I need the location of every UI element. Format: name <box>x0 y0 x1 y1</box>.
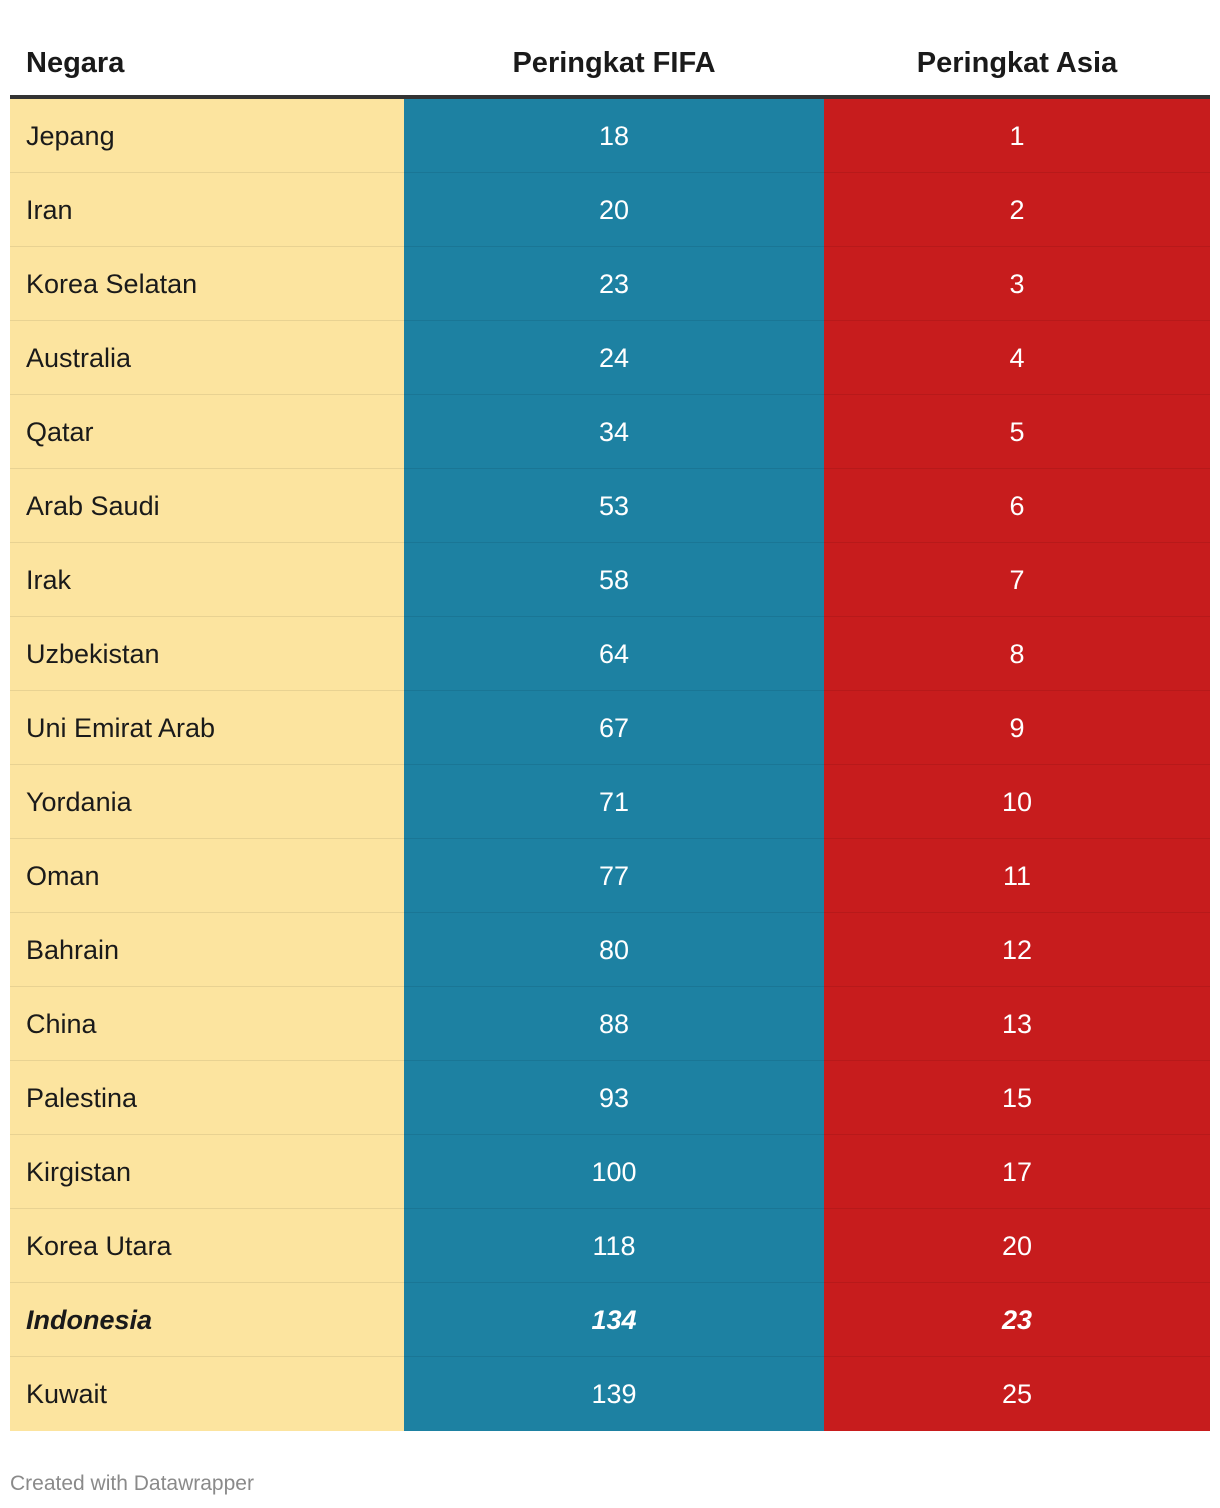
cell-fifa-rank: 18 <box>404 99 824 173</box>
cell-asia-rank: 6 <box>824 469 1210 543</box>
cell-asia-rank: 4 <box>824 321 1210 395</box>
header-peringkat-asia: Peringkat Asia <box>916 47 1118 79</box>
cell-asia-rank: 20 <box>824 1209 1210 1283</box>
cell-fifa-rank: 134 <box>404 1283 824 1357</box>
cell-fifa-rank: 20 <box>404 173 824 247</box>
cell-asia-rank: 2 <box>824 173 1210 247</box>
cell-country: Arab Saudi <box>10 469 404 543</box>
table-row: Korea Selatan 23 3 <box>10 247 1210 321</box>
cell-country: China <box>10 987 404 1061</box>
cell-country: Iran <box>10 173 404 247</box>
table-row: Iran 20 2 <box>10 173 1210 247</box>
cell-asia-rank: 17 <box>824 1135 1210 1209</box>
table-row: Irak 58 7 <box>10 543 1210 617</box>
cell-asia-rank: 25 <box>824 1357 1210 1431</box>
cell-asia-rank: 3 <box>824 247 1210 321</box>
cell-asia-rank: 13 <box>824 987 1210 1061</box>
cell-country: Jepang <box>10 99 404 173</box>
cell-asia-rank: 11 <box>824 839 1210 913</box>
table-row: Arab Saudi 53 6 <box>10 469 1210 543</box>
cell-fifa-rank: 80 <box>404 913 824 987</box>
table-body: Jepang 18 1 Iran 20 2 Korea Selatan 23 3 Australi… <box>10 99 1210 1431</box>
header-negara: Negara <box>26 47 125 79</box>
cell-fifa-rank: 118 <box>404 1209 824 1283</box>
cell-country: Uzbekistan <box>10 617 404 691</box>
cell-asia-rank: 12 <box>824 913 1210 987</box>
cell-country: Korea Selatan <box>10 247 404 321</box>
table-row: China 88 13 <box>10 987 1210 1061</box>
cell-country: Uni Emirat Arab <box>10 691 404 765</box>
table-header: Negara Peringkat FIFA Peringkat Asia <box>10 0 1210 99</box>
cell-country: Bahrain <box>10 913 404 987</box>
cell-asia-rank: 15 <box>824 1061 1210 1135</box>
cell-country: Korea Utara <box>10 1209 404 1283</box>
header-peringkat-fifa: Peringkat FIFA <box>512 47 716 79</box>
cell-asia-rank: 5 <box>824 395 1210 469</box>
datawrapper-credit: Created with Datawrapper <box>10 1472 254 1495</box>
cell-fifa-rank: 71 <box>404 765 824 839</box>
cell-country: Qatar <box>10 395 404 469</box>
table-row: Kuwait 139 25 <box>10 1357 1210 1431</box>
cell-fifa-rank: 67 <box>404 691 824 765</box>
table-row: Kirgistan 100 17 <box>10 1135 1210 1209</box>
cell-country: Kirgistan <box>10 1135 404 1209</box>
ranking-table: Negara Peringkat FIFA Peringkat Asia Jep… <box>10 0 1210 1431</box>
table-row: Qatar 34 5 <box>10 395 1210 469</box>
cell-fifa-rank: 53 <box>404 469 824 543</box>
cell-fifa-rank: 23 <box>404 247 824 321</box>
table-row: Australia 24 4 <box>10 321 1210 395</box>
cell-fifa-rank: 93 <box>404 1061 824 1135</box>
cell-asia-rank: 1 <box>824 99 1210 173</box>
table-row: Uzbekistan 64 8 <box>10 617 1210 691</box>
cell-country: Kuwait <box>10 1357 404 1431</box>
cell-fifa-rank: 24 <box>404 321 824 395</box>
table-row: Korea Utara 118 20 <box>10 1209 1210 1283</box>
cell-fifa-rank: 58 <box>404 543 824 617</box>
cell-asia-rank: 9 <box>824 691 1210 765</box>
cell-country: Oman <box>10 839 404 913</box>
cell-fifa-rank: 77 <box>404 839 824 913</box>
cell-asia-rank: 23 <box>824 1283 1210 1357</box>
table-row: Bahrain 80 12 <box>10 913 1210 987</box>
cell-asia-rank: 7 <box>824 543 1210 617</box>
cell-asia-rank: 8 <box>824 617 1210 691</box>
cell-fifa-rank: 88 <box>404 987 824 1061</box>
table-row: Uni Emirat Arab 67 9 <box>10 691 1210 765</box>
table-row: Indonesia 134 23 <box>10 1283 1210 1357</box>
cell-fifa-rank: 34 <box>404 395 824 469</box>
table-row: Oman 77 11 <box>10 839 1210 913</box>
table-row: Palestina 93 15 <box>10 1061 1210 1135</box>
cell-country: Irak <box>10 543 404 617</box>
table-row: Jepang 18 1 <box>10 99 1210 173</box>
cell-country: Indonesia <box>10 1283 404 1357</box>
cell-asia-rank: 10 <box>824 765 1210 839</box>
cell-country: Palestina <box>10 1061 404 1135</box>
cell-fifa-rank: 64 <box>404 617 824 691</box>
cell-country: Yordania <box>10 765 404 839</box>
table-row: Yordania 71 10 <box>10 765 1210 839</box>
cell-country: Australia <box>10 321 404 395</box>
cell-fifa-rank: 139 <box>404 1357 824 1431</box>
cell-fifa-rank: 100 <box>404 1135 824 1209</box>
